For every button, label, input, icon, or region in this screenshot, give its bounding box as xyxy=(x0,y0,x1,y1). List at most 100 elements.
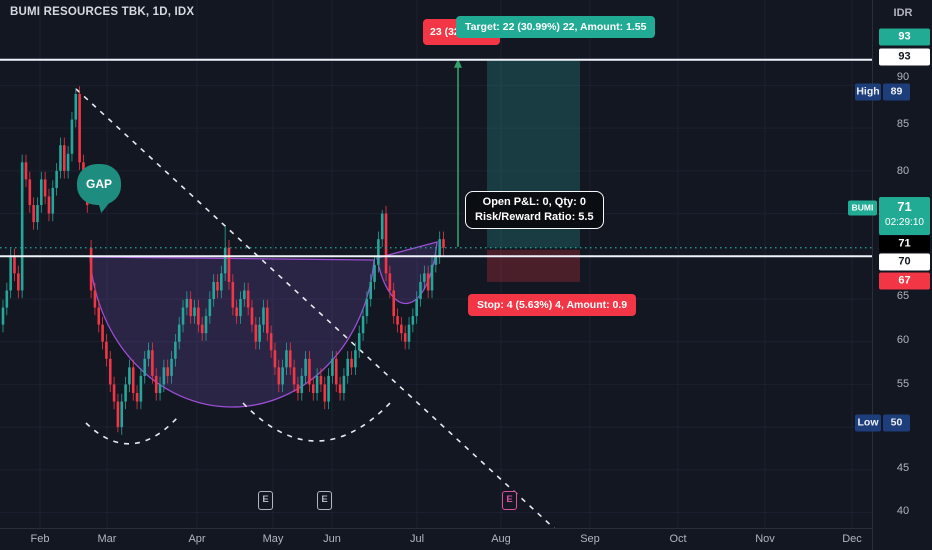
time-axis[interactable]: Feb Mar Apr May Jun Jul Aug Sep Oct Nov Dec xyxy=(0,528,872,550)
candle-body xyxy=(357,333,361,351)
trendline-dashed[interactable] xyxy=(75,88,556,528)
candle-body xyxy=(281,367,284,385)
candle-body xyxy=(254,324,258,342)
price-tick-label: 85 xyxy=(896,118,910,130)
candle-body xyxy=(377,239,380,265)
earnings-icon[interactable]: E xyxy=(317,491,332,510)
candle-body xyxy=(20,162,24,291)
candle-body xyxy=(9,256,12,291)
candle-body xyxy=(108,358,112,385)
candle-body xyxy=(143,358,147,376)
candle-body xyxy=(273,350,277,368)
candle-body xyxy=(327,375,330,402)
time-axis-label: Sep xyxy=(580,533,600,545)
chart-symbol-title[interactable]: BUMI RESOURCES TBK, 1D, IDX xyxy=(10,6,195,18)
high-range-value: 89 xyxy=(883,83,910,101)
candle-body xyxy=(208,299,212,317)
candle-body xyxy=(258,324,261,342)
candle-body xyxy=(193,307,196,317)
candle-body xyxy=(392,290,396,317)
candle-body xyxy=(396,316,399,325)
last-price: 71 xyxy=(897,199,912,214)
gap-annotation-bubble[interactable]: GAP xyxy=(77,164,121,220)
candle-body xyxy=(131,367,135,393)
candle-body xyxy=(231,281,235,308)
candle-body xyxy=(296,384,300,393)
open-pnl-tooltip[interactable]: Open P&L: 0, Qty: 0 Risk/Reward Ratio: 5… xyxy=(465,191,604,229)
price-badge: 70 xyxy=(879,253,930,271)
dashed-arc-annotation[interactable] xyxy=(85,417,178,445)
candle-body xyxy=(311,384,315,393)
time-axis-label: Feb xyxy=(30,533,50,545)
cup-pattern[interactable] xyxy=(89,256,375,408)
candle-body xyxy=(223,247,227,274)
bar-countdown: 02:29:10 xyxy=(885,217,924,228)
handle-pattern[interactable] xyxy=(376,241,438,305)
candle-body xyxy=(1,307,5,325)
candle-body xyxy=(235,307,238,317)
price-badge: 71 xyxy=(879,235,930,253)
candle-body xyxy=(400,324,403,334)
candle-body xyxy=(323,384,327,402)
candle-body xyxy=(220,273,223,291)
candle-body xyxy=(51,187,55,214)
candle-body xyxy=(74,93,78,120)
candle-body xyxy=(174,341,177,359)
time-axis-label: Jul xyxy=(409,533,425,545)
candle-body xyxy=(28,179,32,206)
price-tick-label: 40 xyxy=(896,505,910,517)
candle-body xyxy=(338,384,342,393)
time-axis-label: Apr xyxy=(188,533,206,545)
candle-body xyxy=(262,307,265,325)
stop-label[interactable]: Stop: 4 (5.63%) 4, Amount: 0.9 xyxy=(468,294,637,316)
time-axis-label: Mar xyxy=(97,533,117,545)
candle-body xyxy=(430,264,434,291)
time-axis-label: Nov xyxy=(755,533,775,545)
candle-body xyxy=(269,333,273,351)
time-axis-label: Dec xyxy=(842,533,862,545)
candle-body xyxy=(331,358,334,376)
candle-body xyxy=(78,93,81,163)
candle-body xyxy=(434,256,438,265)
candle-body xyxy=(319,375,323,385)
dashed-arc-annotation[interactable] xyxy=(242,400,393,442)
price-badge: 93 xyxy=(879,48,930,66)
candle-body xyxy=(346,358,350,376)
candle-body xyxy=(185,299,189,308)
candle-body xyxy=(120,401,124,428)
candle-body xyxy=(47,196,51,214)
time-axis-label: Aug xyxy=(491,533,511,545)
earnings-icon[interactable]: E xyxy=(502,491,517,510)
candle-body xyxy=(189,299,192,317)
candle-body xyxy=(265,307,269,334)
symbol-tag-badge: BUMI xyxy=(848,200,877,216)
candle-body xyxy=(419,281,422,300)
candle-body xyxy=(128,367,131,385)
currency-label: IDR xyxy=(893,7,913,19)
candle-body xyxy=(315,375,319,393)
time-axis-label: Jun xyxy=(323,533,341,545)
target-label[interactable]: Target: 22 (30.99%) 22, Amount: 1.55 xyxy=(456,16,656,38)
candle-body xyxy=(243,290,246,300)
gap-label: GAP xyxy=(85,177,112,191)
candle-body xyxy=(388,273,392,291)
candle-body xyxy=(59,145,62,171)
candle-body xyxy=(361,316,365,334)
price-tick-label: 90 xyxy=(896,71,910,83)
candle-body xyxy=(365,299,369,317)
candle-body xyxy=(407,324,411,342)
candle-body xyxy=(151,350,154,376)
candle-body xyxy=(135,392,139,402)
candlestick-chart-canvas[interactable] xyxy=(0,0,872,528)
earnings-icon[interactable]: E xyxy=(258,491,273,510)
time-axis-label: May xyxy=(262,533,284,545)
candle-body xyxy=(154,375,158,393)
candle-body xyxy=(304,358,307,376)
candle-body xyxy=(373,264,376,282)
candle-body xyxy=(384,213,388,274)
candle-body xyxy=(116,401,120,428)
arrow-head xyxy=(454,58,462,68)
candle-body xyxy=(32,205,35,223)
candle-body xyxy=(438,239,441,257)
position-loss-zone[interactable] xyxy=(487,249,580,282)
